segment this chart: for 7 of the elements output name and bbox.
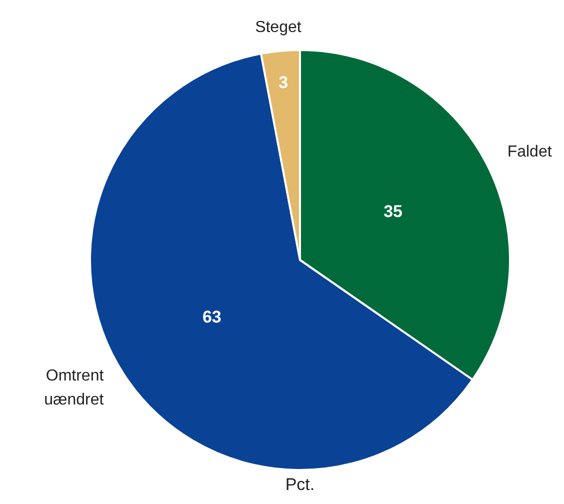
text: Pct. (285, 475, 315, 494)
data-label: 35 (384, 202, 402, 221)
slice-label: Faldet (507, 143, 552, 160)
data-label: 3 (278, 72, 288, 92)
data-label: 63 (202, 308, 222, 327)
slice-label: Steget (255, 18, 302, 36)
slice-label: Omtrent uændret (44, 366, 104, 408)
